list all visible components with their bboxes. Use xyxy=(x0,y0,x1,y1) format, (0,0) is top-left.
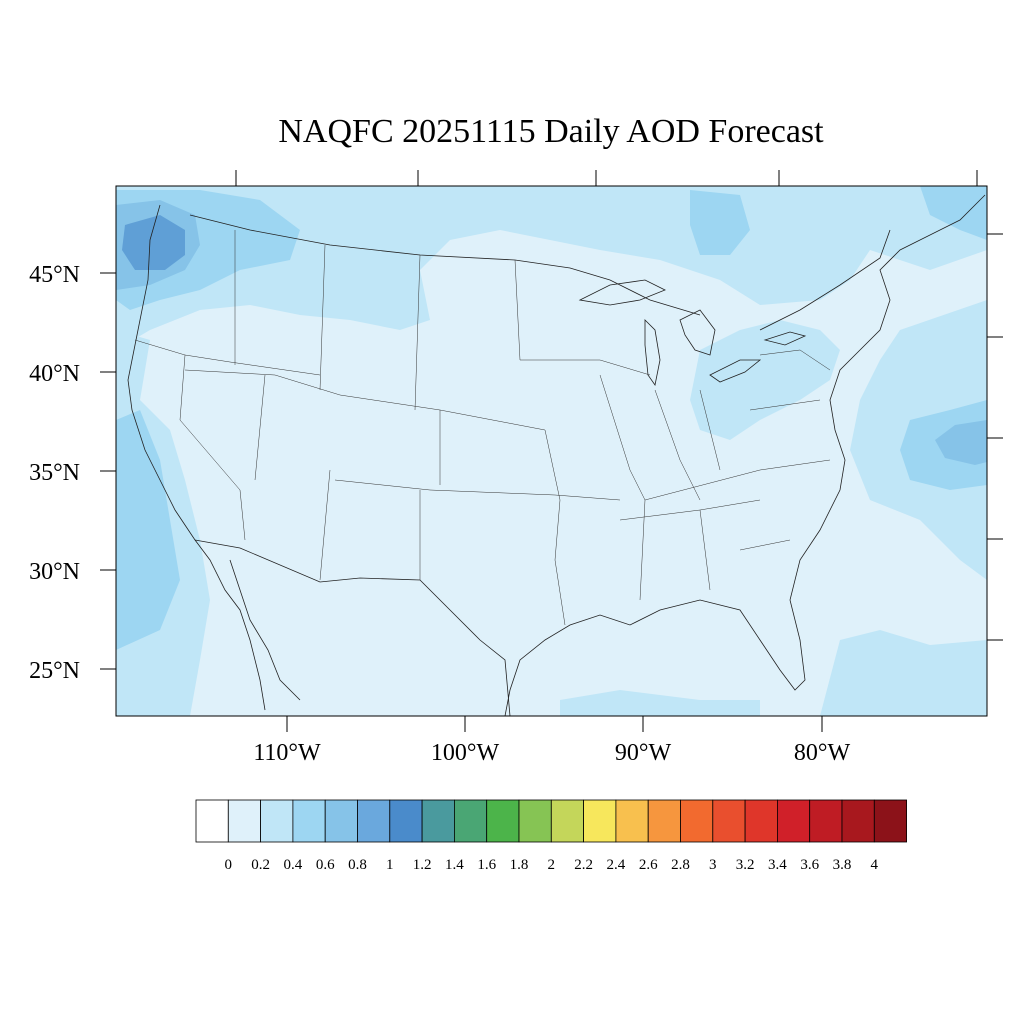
left-ticks xyxy=(100,272,116,670)
colorbar-labels: 0 0.2 0.4 0.6 0.8 1 1.2 1.4 1.6 1.8 2 2.2 2.4 2.6 2.8 3… xyxy=(225,857,879,873)
baja-coastline xyxy=(229,559,301,701)
bottom-ticks xyxy=(286,716,823,732)
aod-level-06-northcentral xyxy=(690,190,750,255)
lon-label-100: 100°W xyxy=(431,740,500,766)
aod-level-06-northeast xyxy=(920,186,987,240)
colorbar-label: 2 xyxy=(548,857,556,873)
colorbar-swatch xyxy=(583,799,617,843)
aod-level-08-atlantic xyxy=(935,420,987,465)
state-boundaries xyxy=(134,230,831,626)
pacific-coastline xyxy=(127,204,266,711)
lake-erie xyxy=(709,359,762,383)
colorbar-swatch xyxy=(712,799,746,843)
colorbar-label: 3.2 xyxy=(736,857,755,873)
lake-ontario xyxy=(763,331,807,346)
colorbar-label: 0 xyxy=(225,857,233,873)
colorbar xyxy=(195,799,907,843)
colorbar-swatch xyxy=(647,799,681,843)
us-canada-border-east xyxy=(759,229,891,331)
colorbar-swatch xyxy=(518,799,552,843)
right-ticks xyxy=(987,233,1003,641)
colorbar-swatch xyxy=(873,799,907,843)
map-title: NAQFC 20251115 Daily AOD Forecast xyxy=(278,113,824,150)
colorbar-label: 0.8 xyxy=(348,857,367,873)
lon-label-110: 110°W xyxy=(253,740,321,766)
lake-michigan xyxy=(644,319,661,386)
lat-label-40: 40°N xyxy=(29,361,80,387)
top-ticks xyxy=(235,170,978,186)
colorbar-label: 1.6 xyxy=(477,857,496,873)
colorbar-swatch xyxy=(324,799,358,843)
colorbar-swatch xyxy=(453,799,488,843)
aod-southeast-band xyxy=(820,630,987,716)
lon-label-90: 90°W xyxy=(615,740,672,766)
aod-greatlakes-plume xyxy=(690,320,840,440)
colorbar-swatch xyxy=(744,799,778,843)
lake-huron xyxy=(679,309,716,356)
atlantic-coastline xyxy=(789,194,986,601)
colorbar-label: 3 xyxy=(709,857,717,873)
lake-superior xyxy=(578,279,666,306)
latitude-labels: 45°N 40°N 35°N 30°N 25°N xyxy=(29,262,80,684)
colorbar-label: 1 xyxy=(386,857,394,873)
colorbar-label: 1.4 xyxy=(445,857,464,873)
colorbar-swatch xyxy=(389,799,423,843)
colorbar-swatch xyxy=(227,799,262,843)
lat-label-25: 25°N xyxy=(29,658,80,684)
colorbar-swatch xyxy=(292,799,326,843)
colorbar-label: 3.8 xyxy=(833,857,852,873)
colorbar-label: 2.8 xyxy=(671,857,690,873)
colorbar-label: 0.4 xyxy=(284,857,303,873)
lat-label-35: 35°N xyxy=(29,460,80,486)
colorbar-swatch xyxy=(777,799,811,843)
colorbar-swatch xyxy=(260,799,294,843)
colorbar-swatch xyxy=(195,799,229,843)
colorbar-swatch xyxy=(550,799,584,843)
map-frame xyxy=(115,185,988,717)
colorbar-label: 4 xyxy=(871,857,879,873)
colorbar-swatch xyxy=(615,799,649,843)
colorbar-swatch xyxy=(841,799,875,843)
colorbar-label: 1.2 xyxy=(413,857,432,873)
lat-label-30: 30°N xyxy=(29,559,80,585)
colorbar-label: 1.8 xyxy=(510,857,529,873)
colorbar-swatch xyxy=(809,799,843,843)
colorbar-swatch xyxy=(421,799,455,843)
colorbar-label: 2.6 xyxy=(639,857,658,873)
aod-plume-north-light xyxy=(116,186,987,350)
lon-label-80: 80°W xyxy=(794,740,851,766)
gulf-coastline xyxy=(504,599,806,716)
colorbar-label: 3.6 xyxy=(800,857,819,873)
aod-gulf-strip xyxy=(560,690,760,716)
longitude-labels: 110°W 100°W 90°W 80°W xyxy=(253,740,850,766)
aod-level-06-pacific xyxy=(116,410,180,650)
colorbar-swatch xyxy=(486,799,520,843)
lat-label-45: 45°N xyxy=(29,262,80,288)
aod-level-10-seattle-core xyxy=(122,215,185,270)
colorbar-swatch xyxy=(680,799,714,843)
colorbar-label: 2.2 xyxy=(574,857,593,873)
colorbar-label: 0.2 xyxy=(251,857,270,873)
colorbar-label: 0.6 xyxy=(316,857,335,873)
colorbar-label: 2.4 xyxy=(607,857,626,873)
colorbar-swatch xyxy=(357,799,391,843)
geographic-boundaries xyxy=(127,194,986,716)
colorbar-label: 3.4 xyxy=(768,857,787,873)
